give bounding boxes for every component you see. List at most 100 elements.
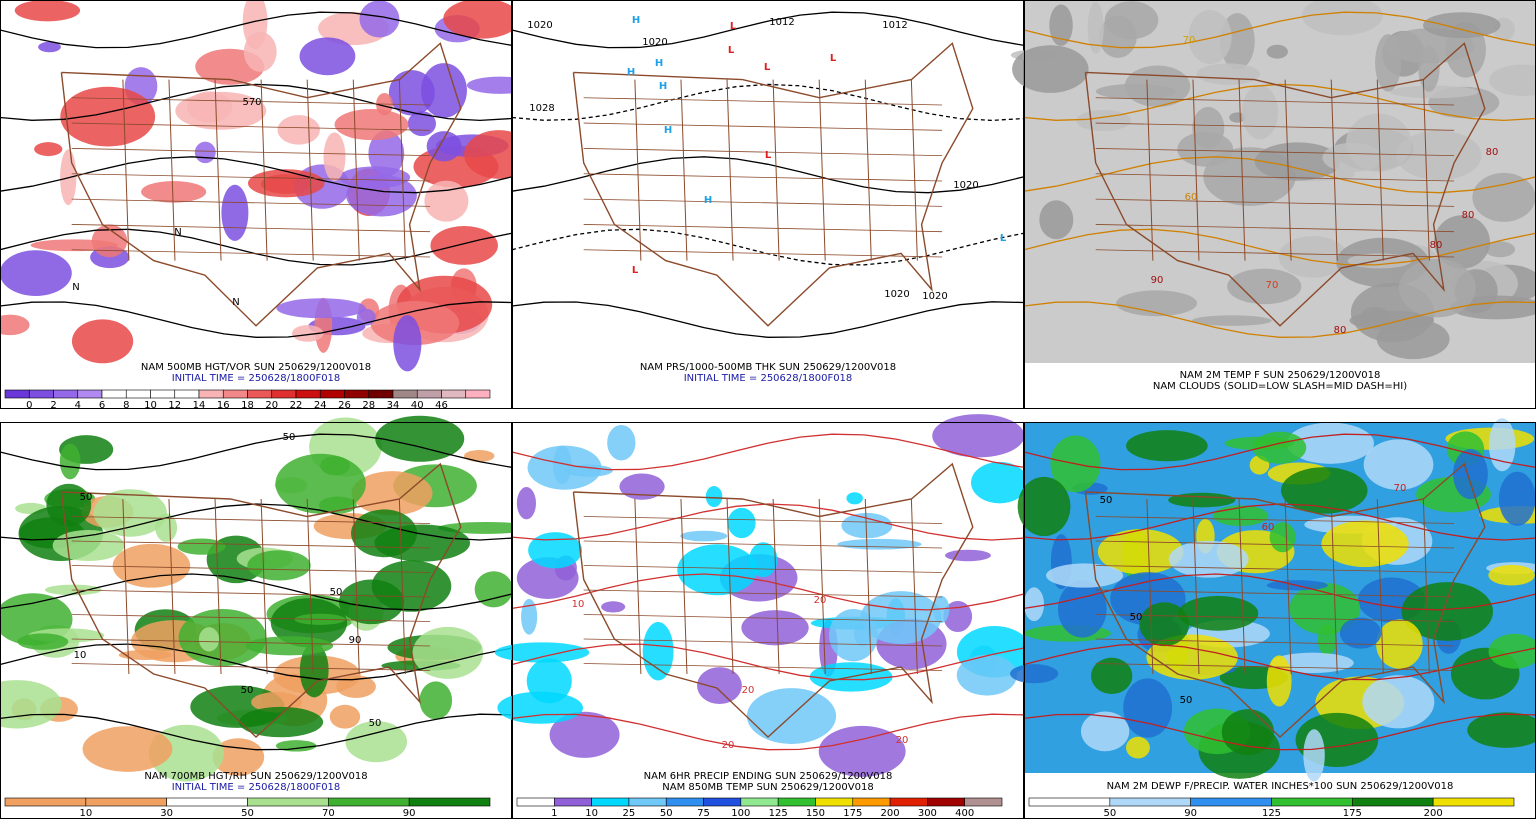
field-shading: [59, 443, 81, 480]
colorbar-label: 100: [731, 808, 750, 819]
field-shading: [1076, 109, 1131, 132]
colorbar-swatch: [591, 797, 630, 807]
field-shading: [1423, 12, 1501, 39]
contour-line: [511, 301, 1025, 338]
field-shading: [1376, 619, 1423, 669]
field-shading: [1097, 529, 1184, 575]
field-shading: [243, 31, 277, 72]
colorbar-swatch: [4, 389, 30, 399]
map-area: [513, 1, 1023, 363]
colorbar-label: 1: [551, 808, 557, 819]
map-label: 10: [572, 599, 585, 610]
map-label: 50: [1100, 495, 1113, 506]
map-label: H: [664, 125, 672, 136]
contour-line: [0, 83, 513, 122]
country-border: [1084, 462, 1486, 738]
field-shading: [1434, 215, 1490, 269]
field-shading: [323, 132, 346, 182]
field-shading: [345, 721, 408, 763]
colorbar-swatch: [150, 389, 176, 399]
field-shading: [607, 424, 636, 461]
state-border: [583, 663, 943, 671]
field-shading: [1241, 85, 1279, 140]
field-shading: [34, 142, 63, 157]
state-border: [1095, 148, 1455, 157]
colorbar-swatch: [295, 389, 321, 399]
colorbar-label: 16: [217, 400, 230, 411]
map-label: L: [730, 21, 737, 32]
colorbar-swatch: [166, 797, 248, 807]
state-border: [1284, 79, 1292, 261]
field-shading: [521, 598, 538, 635]
field-shading: [1227, 268, 1302, 305]
colorbar-label: 25: [623, 808, 636, 819]
field-shading: [359, 0, 400, 38]
contour-line: [0, 301, 513, 338]
field-shading: [727, 507, 756, 539]
colorbar-swatch: [927, 797, 965, 807]
field-shading: [1017, 476, 1071, 537]
map-caption: NAM 850MB TEMP SUN 250629/1200V018: [662, 782, 873, 793]
field-shading: [247, 550, 311, 581]
field-shading: [1024, 587, 1045, 622]
field-shading: [1363, 439, 1434, 490]
field-shading: [1322, 142, 1382, 173]
map-caption: NAM 2M TEMP F SUN 250629/1200V018: [1180, 370, 1381, 381]
field-shading: [837, 538, 922, 550]
field-shading: [1049, 4, 1073, 46]
state-border: [214, 79, 222, 261]
field-shading: [497, 691, 584, 724]
field-shading: [829, 608, 878, 662]
colorbar-label: 26: [338, 400, 351, 411]
state-border: [260, 79, 268, 261]
map-label: L: [728, 45, 735, 56]
field-shading: [419, 681, 453, 720]
map-label: 50: [369, 718, 382, 729]
colorbar-label: 14: [193, 400, 206, 411]
map-label: N: [72, 282, 79, 293]
colorbar-swatch: [408, 797, 491, 807]
contour-line: [0, 11, 513, 49]
colorbar-label: 50: [660, 808, 673, 819]
colorbar-label: 30: [160, 808, 173, 819]
field-shading: [1126, 430, 1208, 462]
state-border: [1095, 540, 1455, 549]
field-shading: [1252, 431, 1307, 464]
field-shading: [71, 319, 134, 364]
map-label: 10: [74, 650, 87, 661]
field-shading: [642, 621, 674, 681]
field-shading: [818, 725, 906, 777]
field-shading: [38, 41, 61, 53]
colorbar-swatch: [101, 389, 127, 399]
field-shading: [1091, 657, 1133, 695]
map-panel: 70 80 80 80 70 60 90 80 NAM 2M TEMP F SUN 250629…: [1010, 0, 1536, 409]
field-shading: [421, 63, 467, 118]
state-border: [71, 224, 431, 233]
field-shading: [1057, 580, 1107, 638]
colorbar-label: 90: [403, 808, 416, 819]
colorbar-swatch: [4, 797, 87, 807]
state-border: [71, 97, 431, 106]
field-shading: [141, 180, 207, 203]
field-shading: [247, 169, 325, 198]
field-shading: [1498, 471, 1536, 526]
field-shading: [677, 544, 758, 596]
map-caption: NAM 6HR PRECIP ENDING SUN 250629/1200V01…: [644, 771, 893, 782]
field-shading: [474, 571, 513, 608]
colorbar-swatch: [554, 797, 592, 807]
map-label: 50: [283, 432, 296, 443]
field-shading: [549, 711, 620, 758]
state-border: [583, 516, 943, 524]
colorbar-swatch: [1028, 797, 1111, 807]
country-border: [572, 42, 974, 327]
colorbar-swatch: [222, 389, 248, 399]
field-shading: [944, 549, 991, 562]
field-shading: [1188, 10, 1232, 65]
colorbar-label: 22: [290, 400, 303, 411]
field-shading: [186, 91, 233, 123]
colorbar-label: 70: [322, 808, 335, 819]
contour-line: [511, 156, 1025, 194]
state-border: [168, 79, 176, 261]
map-caption: INITIAL TIME = 250628/1800F018: [172, 782, 341, 793]
state-border: [634, 79, 642, 261]
